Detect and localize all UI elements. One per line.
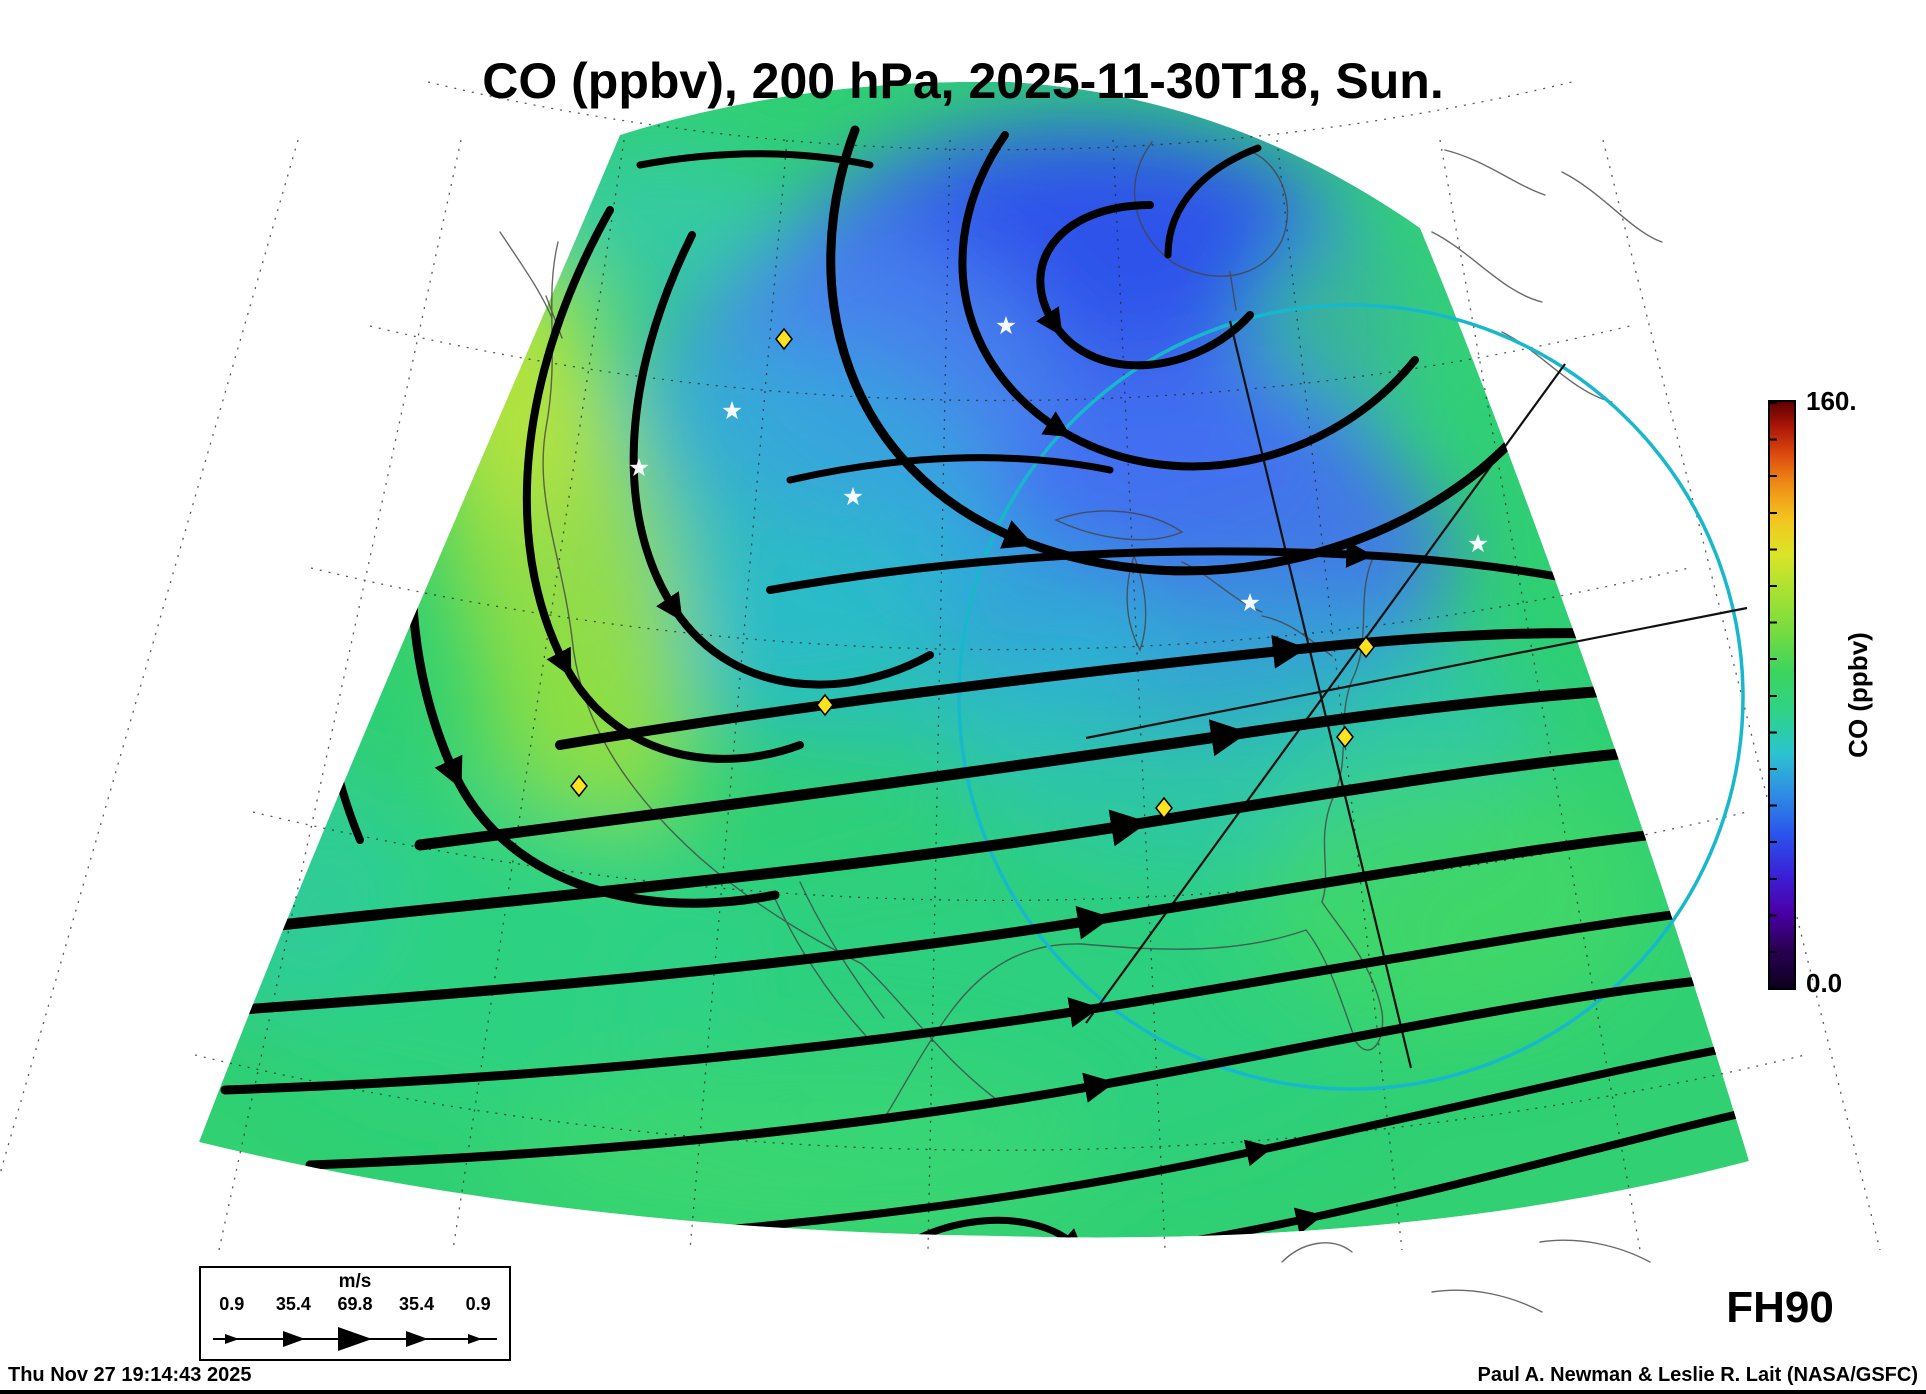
colorbar — [1768, 400, 1796, 990]
colorbar-ticks — [1770, 402, 1777, 988]
wind-speed-label: 69.8 — [337, 1294, 373, 1314]
forecast-hour-label: FH90 — [1726, 1283, 1834, 1332]
chart-title: CO (ppbv), 200 hPa, 2025-11-30T18, Sun. — [482, 53, 1444, 109]
co-field — [199, 81, 1749, 1238]
colorbar-min-label: 0.0 — [1806, 968, 1843, 998]
footer-credit: Paul A. Newman & Leslie R. Lait (NASA/GS… — [1477, 1364, 1918, 1386]
colorbar-max-label: 160. — [1806, 386, 1857, 416]
wind-speed-label: 0.9 — [465, 1294, 491, 1314]
wind-legend-speed-labels: 0.9 35.4 69.8 35.4 0.9 — [201, 1294, 509, 1315]
colorbar-axis-label: CO (ppbv) — [1843, 632, 1873, 758]
range-circle — [957, 303, 1745, 1091]
footer-timestamp: Thu Nov 27 19:14:43 2025 — [8, 1364, 252, 1386]
bottom-border-rule — [0, 1390, 1926, 1394]
wind-speed-label: 35.4 — [399, 1294, 435, 1314]
wind-legend-units-label: m/s — [338, 1271, 372, 1292]
wind-legend-arrow-scale-icon — [213, 1327, 497, 1351]
wind-speed-legend: m/s 0.9 35.4 69.8 35.4 0.9 — [199, 1266, 511, 1361]
wind-speed-label: 0.9 — [219, 1294, 245, 1314]
wind-speed-label: 35.4 — [275, 1294, 311, 1314]
